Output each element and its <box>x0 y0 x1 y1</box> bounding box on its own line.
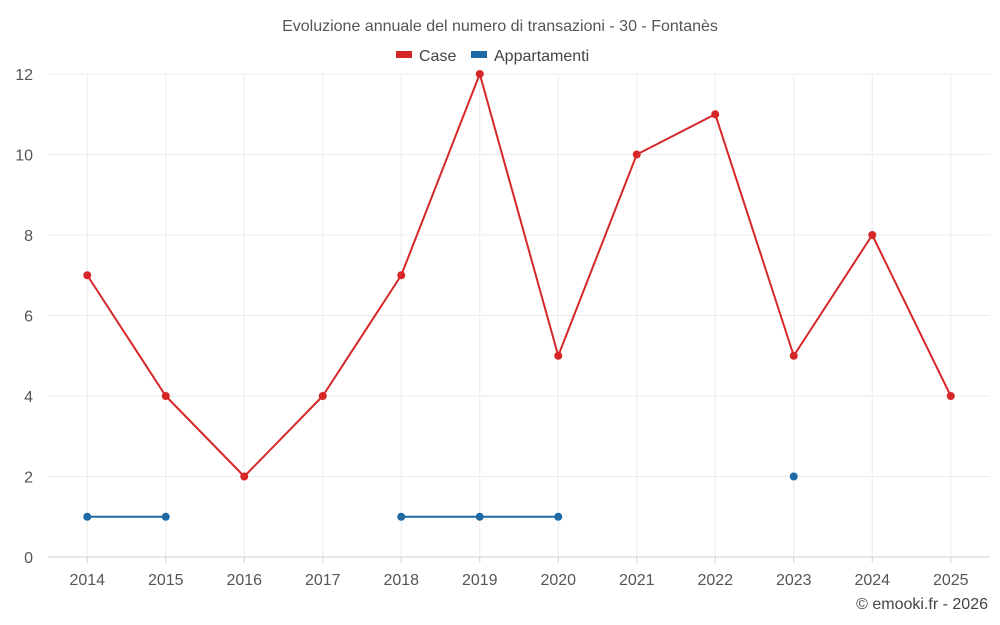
series-line-case <box>86 73 952 478</box>
x-tick-label: 2014 <box>69 572 105 589</box>
data-point-appartamenti[interactable] <box>397 512 406 521</box>
y-tick-label: 6 <box>24 309 33 326</box>
data-point-appartamenti[interactable] <box>554 512 563 521</box>
x-tick-label: 2015 <box>148 572 184 589</box>
series-case <box>83 70 955 481</box>
credit-text: © emooki.fr - 2026 <box>856 596 988 613</box>
x-tick-label: 2025 <box>933 572 969 589</box>
data-point-appartamenti[interactable] <box>475 512 484 521</box>
data-point-case[interactable] <box>161 392 170 400</box>
x-tick-label: 2019 <box>462 572 498 589</box>
axes: 0 2 4 6 8 10 12 2014 2015 2016 2017 2018 2019 2020 202… <box>15 67 990 589</box>
data-point-case[interactable] <box>83 271 92 280</box>
data-point-case[interactable] <box>789 351 798 360</box>
x-tick-label: 2017 <box>305 572 341 589</box>
data-point-case[interactable] <box>554 351 563 360</box>
series-area <box>83 70 955 521</box>
legend-label-appartamenti: Appartamenti <box>494 48 589 65</box>
legend-item-appartamenti[interactable]: Appartamenti <box>471 48 589 65</box>
legend: Case Appartamenti <box>396 48 589 65</box>
legend-item-case[interactable]: Case <box>396 48 456 65</box>
data-point-case[interactable] <box>240 472 249 481</box>
x-tick-label: 2024 <box>854 572 890 589</box>
x-tick-label: 2016 <box>226 572 262 589</box>
chart-title: Evoluzione annuale del numero di transaz… <box>282 18 718 35</box>
x-tick-label: 2018 <box>383 572 419 589</box>
data-point-appartamenti[interactable] <box>161 512 170 521</box>
series-appartamenti <box>83 472 798 521</box>
x-tick-label: 2023 <box>776 572 812 589</box>
legend-swatch-appartamenti <box>471 51 487 58</box>
data-point-appartamenti[interactable] <box>789 472 798 481</box>
legend-swatch-case <box>396 51 412 58</box>
data-point-appartamenti[interactable] <box>83 512 92 521</box>
y-tick-label: 10 <box>15 148 33 165</box>
data-point-case[interactable] <box>632 150 641 159</box>
x-tick-label: 2020 <box>540 572 576 589</box>
data-point-case[interactable] <box>711 110 720 119</box>
data-point-case[interactable] <box>318 392 327 400</box>
data-point-case[interactable] <box>946 392 955 400</box>
gridlines <box>48 73 990 557</box>
data-point-case[interactable] <box>868 231 877 239</box>
y-tick-label: 4 <box>24 389 33 406</box>
data-point-case[interactable] <box>475 70 484 78</box>
x-tick-label: 2021 <box>619 572 655 589</box>
y-tick-label: 0 <box>24 550 33 567</box>
data-point-case[interactable] <box>397 271 406 280</box>
legend-label-case: Case <box>419 48 456 65</box>
x-tick-label: 2022 <box>697 572 733 589</box>
y-tick-label: 12 <box>15 67 33 84</box>
y-tick-label: 8 <box>24 228 33 245</box>
y-tick-label: 2 <box>24 470 33 487</box>
